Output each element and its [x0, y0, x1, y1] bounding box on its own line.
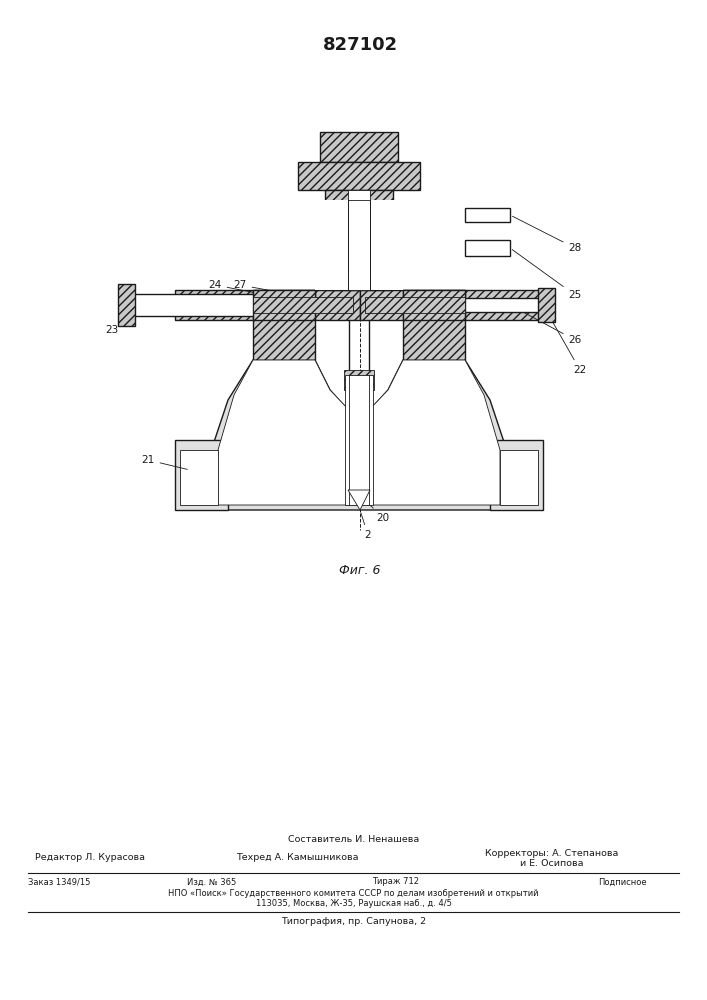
Text: 23: 23 [105, 307, 133, 335]
Polygon shape [298, 162, 420, 190]
Polygon shape [130, 294, 255, 316]
Polygon shape [218, 360, 500, 505]
Polygon shape [360, 290, 545, 320]
Polygon shape [403, 290, 465, 320]
Polygon shape [345, 375, 373, 505]
Polygon shape [315, 200, 403, 290]
Polygon shape [348, 190, 370, 270]
Text: Заказ 1349/15: Заказ 1349/15 [28, 878, 90, 886]
Polygon shape [344, 370, 374, 390]
Polygon shape [365, 297, 465, 313]
Polygon shape [118, 284, 135, 326]
Text: Техред А. Камышникова: Техред А. Камышникова [235, 854, 358, 862]
Polygon shape [175, 290, 360, 320]
Text: НПО «Поиск» Государственного комитета СССР по делам изобретений и открытий: НПО «Поиск» Государственного комитета СС… [168, 888, 539, 898]
Polygon shape [348, 490, 370, 510]
Text: 113035, Москва, Ж-35, Раушская наб., д. 4/5: 113035, Москва, Ж-35, Раушская наб., д. … [255, 898, 452, 908]
Text: Составитель И. Ненашева: Составитель И. Ненашева [288, 836, 419, 844]
Polygon shape [465, 240, 510, 256]
Polygon shape [538, 288, 555, 322]
Text: Корректоры: А. Степанова: Корректоры: А. Степанова [485, 850, 618, 858]
Polygon shape [325, 190, 393, 290]
Polygon shape [500, 450, 538, 505]
Text: 2: 2 [361, 513, 371, 540]
Polygon shape [198, 360, 510, 510]
Text: Редактор Л. Курасова: Редактор Л. Курасова [35, 854, 146, 862]
Polygon shape [180, 450, 218, 505]
Polygon shape [253, 290, 315, 320]
Text: 27: 27 [233, 280, 292, 295]
Polygon shape [463, 298, 540, 312]
Polygon shape [253, 297, 353, 313]
Text: 28: 28 [513, 216, 582, 253]
Polygon shape [175, 440, 228, 510]
Text: 25: 25 [513, 250, 582, 300]
Text: 827102: 827102 [322, 36, 397, 54]
Polygon shape [403, 290, 465, 360]
Polygon shape [253, 290, 315, 360]
Text: 22: 22 [544, 307, 587, 375]
Text: Изд. № 365: Изд. № 365 [187, 878, 237, 886]
Polygon shape [490, 440, 543, 510]
Polygon shape [320, 132, 398, 162]
Text: 20: 20 [364, 499, 390, 523]
Text: Тираж 712: Тираж 712 [373, 878, 419, 886]
Polygon shape [465, 208, 510, 222]
Text: 26: 26 [513, 306, 582, 345]
Text: Подписное: Подписное [598, 878, 646, 886]
Text: 21: 21 [141, 455, 187, 469]
Text: Фиг. 6: Фиг. 6 [339, 564, 381, 576]
Polygon shape [348, 200, 370, 290]
Text: и Е. Осипова: и Е. Осипова [520, 858, 583, 867]
Text: Типография, пр. Сапунова, 2: Типография, пр. Сапунова, 2 [281, 918, 426, 926]
Text: 24: 24 [209, 280, 264, 294]
